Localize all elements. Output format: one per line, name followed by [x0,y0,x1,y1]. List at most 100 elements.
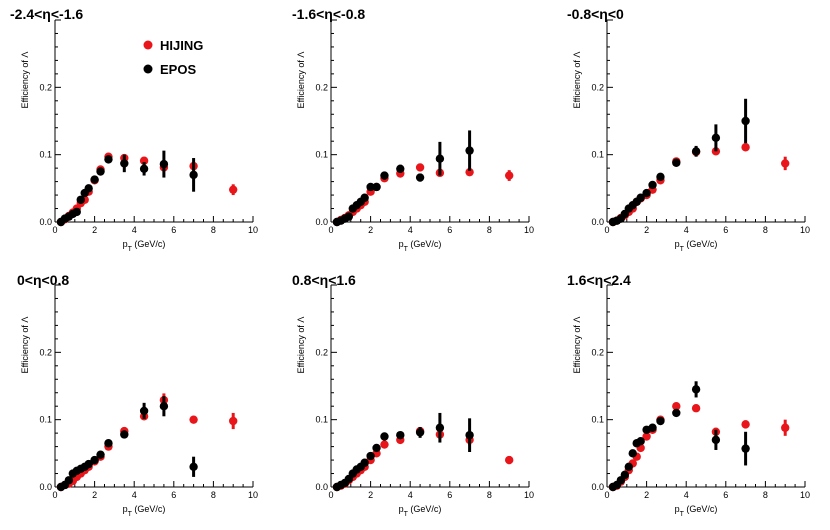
data-point [656,416,665,426]
data-point [189,170,198,180]
data-point [90,175,99,184]
chart-panel-6: 0 2 4 6 8 10 0.0 0.1 0.2 pT (GeV/c) Efficiency of … [567,272,810,518]
data-point [90,455,99,465]
data-point [372,443,381,453]
data-point [672,402,681,411]
x-tick-label: 8 [763,225,768,235]
x-tick-label: 8 [763,490,768,500]
data-point [741,444,750,453]
data-point [741,420,750,429]
panel-title: -2.4<η<-1.6 [10,6,83,22]
data-point [366,182,375,192]
data-point [781,159,790,168]
x-tick-label: 2 [368,225,373,235]
x-tick-label: 0 [52,225,57,235]
data-point [672,408,681,418]
chart-panel-2: 0 2 4 6 8 10 0.0 0.1 0.2 pT (GeV/c) Efficiency of … [292,6,534,253]
data-point [96,450,105,459]
data-point [380,440,389,449]
x-tick-label: 2 [92,225,97,235]
data-point [189,415,198,424]
data-point [104,439,113,448]
x-tick-label: 4 [684,490,689,500]
x-axis-title: pT (GeV/c) [399,504,442,518]
series-hijing [332,163,514,227]
data-point [691,147,701,156]
x-tick-label: 10 [524,225,534,235]
x-tick-label: 6 [723,225,728,235]
data-point [415,428,425,437]
legend: HIJING EPOS [143,38,203,77]
y-tick-label: 0.2 [315,347,328,357]
data-point [741,116,750,126]
y-tick-label: 0.1 [591,415,604,425]
data-point [691,385,701,394]
data-point [636,437,645,446]
y-tick-label: 0.1 [591,150,604,160]
series-epos [56,150,198,227]
legend-marker-epos [143,64,153,74]
data-point [104,155,113,164]
chart-panels: 0 2 4 6 8 10 0.0 0.1 0.2 pT (GeV/c) Efficiency of … [10,6,810,518]
y-axis-title: Efficiency of Λ [296,317,306,374]
x-tick-label: 4 [132,225,137,235]
data-point [84,184,93,193]
x-axis-title: pT (GeV/c) [675,504,718,518]
y-tick-label: 0.1 [315,415,328,425]
x-tick-label: 8 [211,490,216,500]
data-point [628,449,637,458]
series-epos [332,412,474,492]
x-axis-title: pT (GeV/c) [399,239,442,253]
x-tick-label: 6 [447,490,452,500]
data-point [189,462,198,471]
x-tick-label: 10 [248,490,258,500]
data-point [624,462,633,471]
data-point [435,154,445,163]
y-axis-title: Efficiency of Λ [20,52,30,109]
panel-title: -0.8<η<0 [567,6,624,22]
data-point [648,423,657,432]
data-point [139,406,149,416]
x-tick-label: 0 [604,225,609,235]
x-tick-label: 2 [644,225,649,235]
data-point [711,435,721,445]
data-point [229,185,238,194]
chart-panel-4: 0 2 4 6 8 10 0.0 0.1 0.2 pT (GeV/c) Efficiency of … [17,272,258,518]
y-tick-label: 0.0 [315,217,328,227]
y-tick-label: 0.2 [315,82,328,92]
data-point [360,193,369,202]
data-point [396,430,405,440]
x-tick-label: 10 [800,490,810,500]
y-tick-label: 0.2 [39,82,52,92]
data-point [415,173,425,182]
data-point [465,430,474,440]
x-axis-title: pT (GeV/c) [675,239,718,253]
data-point [711,133,721,143]
legend-marker-hijing [143,40,153,50]
x-axis-title: pT (GeV/c) [123,504,166,518]
x-tick-label: 0 [328,490,333,500]
data-point [360,458,369,467]
data-point [84,459,93,469]
data-point [672,158,681,167]
data-point [76,195,85,204]
data-point [366,451,375,461]
data-point [636,193,645,202]
x-tick-label: 10 [248,225,258,235]
data-point [229,416,238,426]
panel-title: 0.8<η<1.6 [292,272,356,288]
data-point [620,470,630,480]
data-point [505,455,514,465]
panel-title: 1.6<η<2.4 [567,272,631,288]
y-axis-title: Efficiency of Λ [296,52,306,109]
data-point [642,188,651,198]
y-tick-label: 0.0 [591,482,604,492]
x-tick-label: 2 [368,490,373,500]
data-point [159,159,169,169]
x-tick-label: 8 [487,225,492,235]
x-axis-title: pT (GeV/c) [123,239,166,253]
data-point [380,171,389,180]
data-point [691,404,701,413]
x-tick-label: 2 [92,490,97,500]
